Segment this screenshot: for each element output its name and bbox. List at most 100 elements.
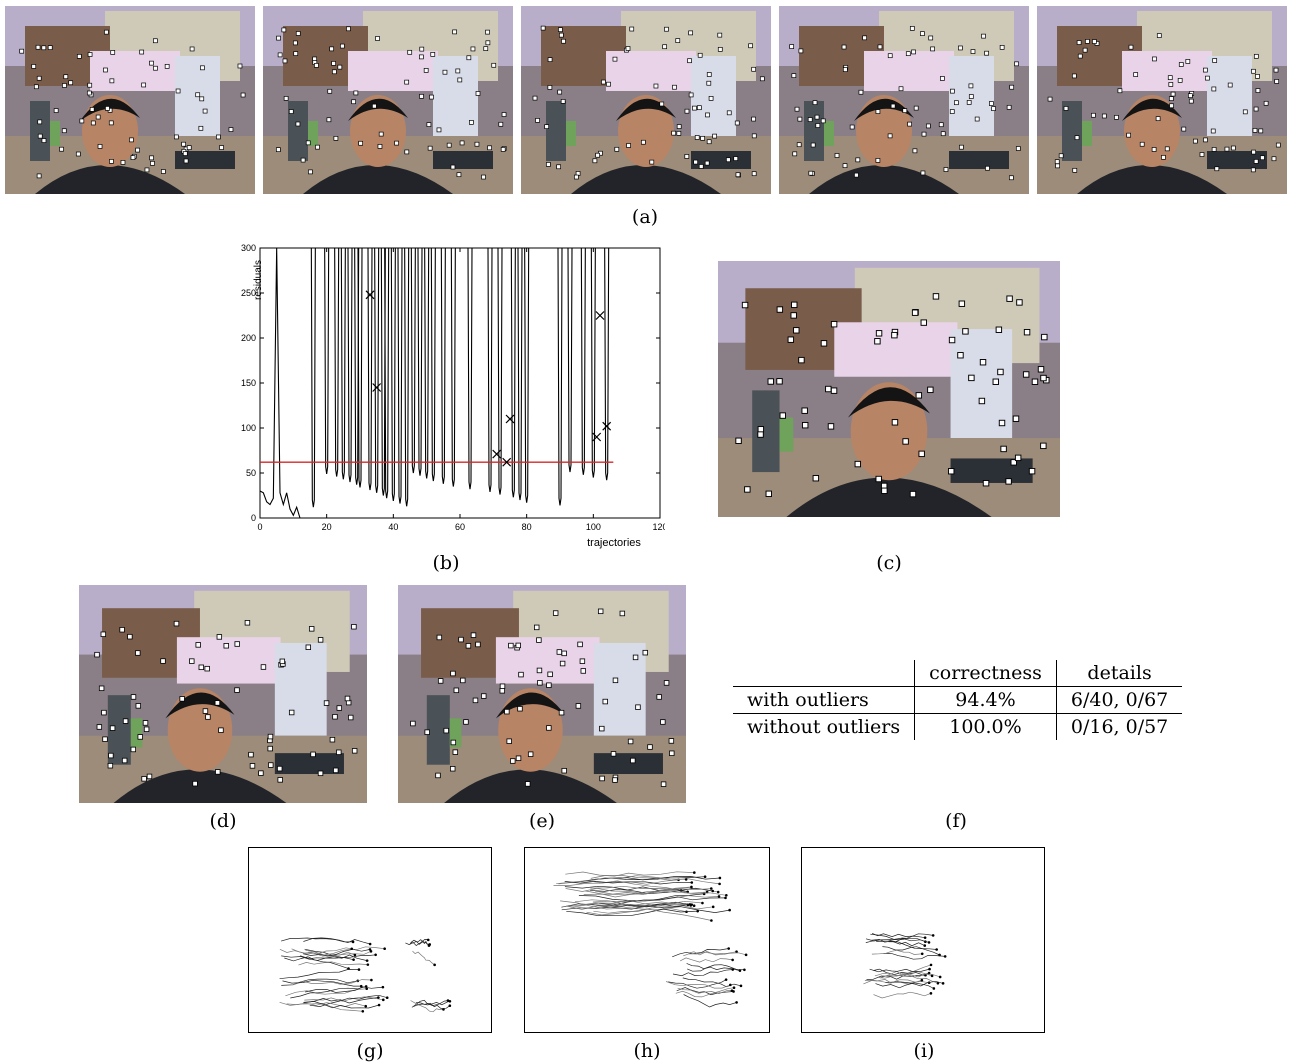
feature-point <box>793 327 800 334</box>
feature-point <box>875 475 882 483</box>
feature-point <box>442 69 448 75</box>
person-body <box>444 769 617 803</box>
trajectory <box>281 955 354 961</box>
x-tick-label: 40 <box>388 522 398 532</box>
person-body <box>786 477 992 517</box>
caption-i: (i) <box>913 1040 935 1062</box>
feature-point <box>346 26 351 32</box>
trajectory <box>885 980 944 987</box>
feature-point <box>329 46 334 52</box>
feature-point <box>1274 79 1280 84</box>
feature-point <box>249 763 256 769</box>
feature-point <box>79 118 85 124</box>
feature-point <box>958 45 963 51</box>
feature-point <box>195 642 201 648</box>
trajectory-endpoint <box>711 889 715 893</box>
feature-point <box>968 83 974 89</box>
feature-point <box>532 95 538 101</box>
feature-point <box>130 694 137 700</box>
trajectory-endpoint <box>929 992 933 995</box>
feature-point <box>558 709 565 716</box>
trajectory-endpoint <box>724 896 727 900</box>
frame-a5 <box>1037 6 1287 194</box>
trajectory-endpoint <box>738 969 742 972</box>
residual-spike <box>430 248 436 482</box>
feature-point <box>1092 39 1097 44</box>
feature-point <box>515 755 522 761</box>
trajectory-endpoint <box>381 985 385 989</box>
feature-point <box>96 724 103 730</box>
speaker <box>804 101 824 161</box>
residual-spike <box>404 248 410 507</box>
feature-point <box>1082 47 1088 53</box>
feature-point <box>534 624 540 631</box>
person-face <box>350 95 406 167</box>
outlier-marker <box>502 457 512 467</box>
feature-point <box>141 82 147 88</box>
feature-point <box>791 301 798 309</box>
feature-point <box>1015 146 1021 151</box>
feature-point <box>968 374 975 382</box>
person-face <box>82 95 138 167</box>
bottle <box>449 718 462 748</box>
calendar <box>864 51 954 91</box>
feature-point <box>547 85 553 90</box>
feature-point <box>891 331 898 339</box>
feature-point <box>928 35 934 41</box>
feature-point <box>104 29 109 35</box>
feature-point <box>668 738 675 744</box>
trajectory <box>871 949 923 955</box>
feature-point <box>830 320 838 328</box>
trajectory <box>874 964 932 977</box>
trajectory <box>873 991 932 999</box>
feature-point <box>547 671 553 678</box>
trajectory <box>883 953 946 960</box>
feature-point <box>481 174 486 180</box>
feature-point <box>498 121 504 127</box>
feature-point <box>909 26 915 31</box>
trajectory-endpoint <box>446 999 450 1002</box>
feature-point <box>456 172 462 178</box>
feature-point <box>841 44 847 50</box>
feature-point <box>475 641 481 648</box>
feature-point <box>120 160 126 165</box>
feature-point <box>984 50 989 56</box>
feature-point <box>854 172 859 178</box>
trajectory <box>309 994 388 1007</box>
feature-point <box>1253 106 1259 112</box>
feature-point <box>200 65 205 71</box>
trajectory-endpoint <box>744 953 748 957</box>
trajectory-endpoint <box>448 1004 452 1008</box>
feature-point <box>642 649 648 656</box>
trajectory-panel-h <box>524 847 770 1033</box>
feature-point <box>614 146 620 152</box>
feature-point <box>450 766 456 772</box>
feature-point <box>317 637 324 643</box>
feature-point <box>192 780 198 787</box>
residual-spike <box>524 248 530 503</box>
feature-point <box>109 725 116 731</box>
feature-point <box>90 120 96 126</box>
feature-point <box>372 103 377 109</box>
trajectory <box>284 956 349 969</box>
feature-point <box>1193 138 1198 144</box>
y-tick-label: 300 <box>241 243 256 253</box>
trajectory-endpoint <box>696 909 699 913</box>
residual-spike <box>467 248 473 490</box>
feature-point <box>174 134 179 140</box>
feature-point <box>612 56 618 62</box>
feature-point <box>938 122 944 128</box>
trajectory-endpoint <box>930 974 934 978</box>
feature-point <box>149 155 154 161</box>
feature-point <box>435 772 441 779</box>
trajectory-endpoint <box>690 885 693 889</box>
feature-point <box>1126 132 1131 138</box>
feature-point <box>308 169 313 175</box>
residual-spike <box>310 248 316 508</box>
trajectory <box>866 974 926 980</box>
feature-point <box>921 131 927 137</box>
feature-point <box>1255 73 1260 79</box>
feature-point <box>47 45 53 50</box>
feature-point <box>260 664 267 670</box>
trajectory-endpoint <box>383 947 386 950</box>
